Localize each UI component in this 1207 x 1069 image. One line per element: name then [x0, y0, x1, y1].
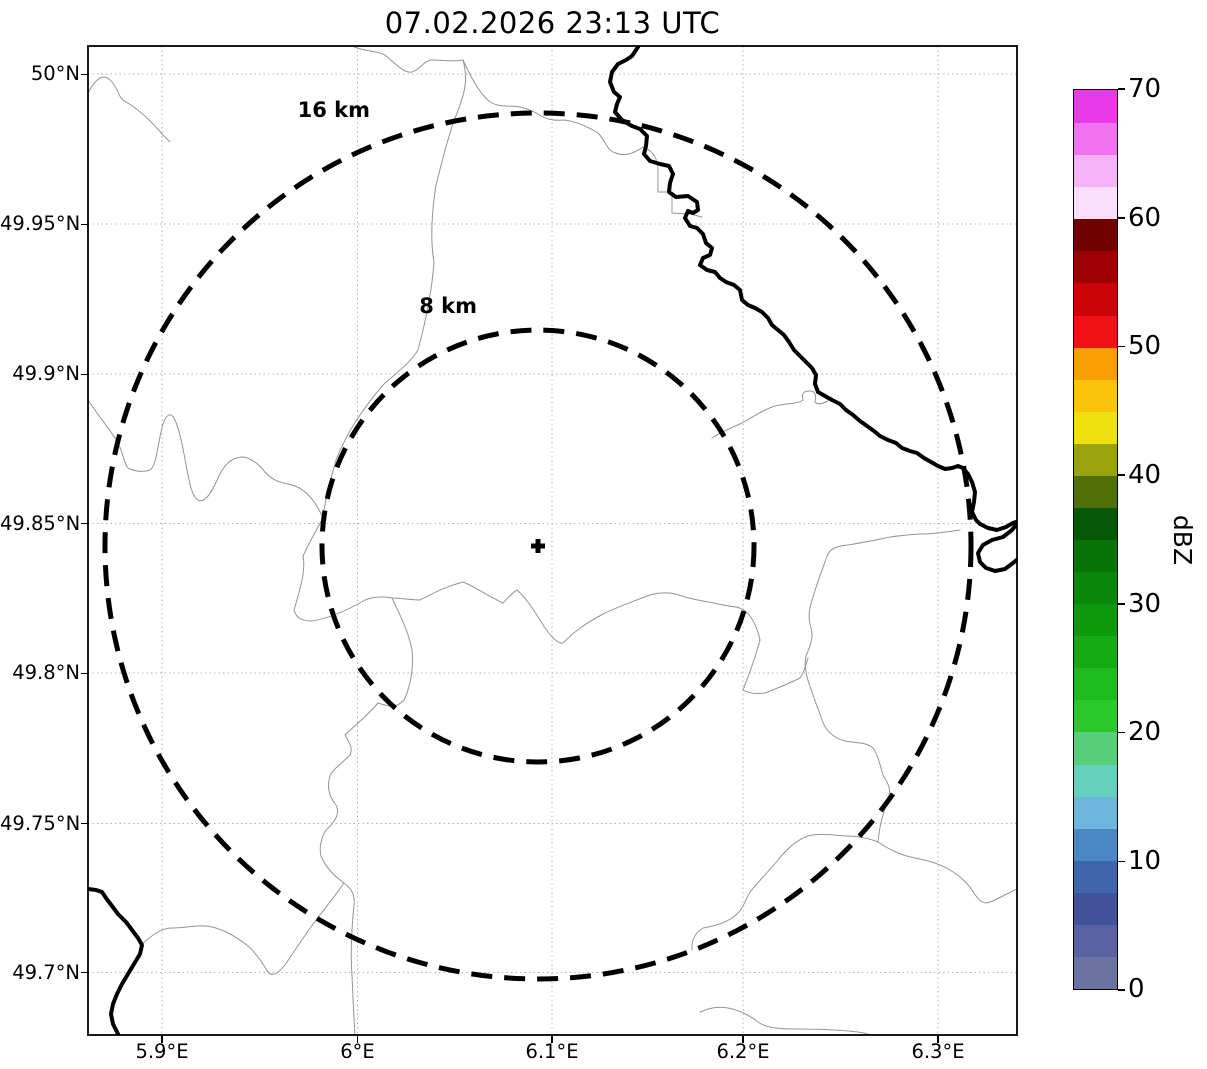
axis-tick	[551, 1036, 553, 1043]
axis-tick	[81, 73, 88, 75]
colorbar-segment	[1074, 411, 1117, 444]
axis-tick	[937, 1036, 939, 1043]
grid-lines	[88, 46, 1017, 1035]
boundary-line	[711, 390, 829, 439]
boundary-line	[141, 882, 345, 975]
colorbar-tick	[1118, 860, 1125, 863]
colorbar-segment	[1074, 218, 1117, 252]
colorbar-segment	[1074, 892, 1117, 925]
range-ring-8km	[319, 327, 757, 765]
lat-tick-label: 49.85°N	[0, 511, 81, 535]
range-ring-16km	[102, 110, 974, 982]
boundary-line	[877, 841, 1017, 904]
boundary-line	[322, 59, 467, 519]
axis-tick	[742, 1036, 744, 1043]
lat-tick-label: 49.8°N	[12, 661, 80, 684]
colorbar-tick-label: 60	[1128, 203, 1162, 233]
boundary-line	[462, 59, 703, 218]
colorbar-segment	[1074, 250, 1117, 284]
colorbar-segment	[1074, 379, 1117, 412]
lon-tick-label: 6.3°E	[911, 1040, 965, 1063]
axis-tick	[161, 1036, 163, 1043]
admin-boundary-lines	[88, 46, 1017, 1035]
boundary-line	[293, 517, 809, 695]
colorbar-segment	[1074, 860, 1117, 893]
boundary-line	[351, 46, 464, 73]
colorbar-segment	[1074, 796, 1117, 829]
colorbar-tick-label: 20	[1128, 717, 1162, 747]
colorbar-tick	[1118, 217, 1125, 219]
lat-tick-label: 50°N	[30, 62, 80, 85]
boundary-line	[88, 399, 324, 519]
colorbar-segment	[1074, 731, 1117, 765]
colorbar-segment	[1074, 186, 1117, 220]
colorbar-segment	[1074, 314, 1117, 348]
colorbar-tick	[1118, 345, 1125, 348]
colorbar-segments	[1074, 90, 1117, 989]
colorbar-tick-label: 40	[1128, 460, 1162, 490]
border-river-lines	[88, 46, 1017, 1035]
colorbar-segment	[1074, 90, 1117, 124]
boundary-line	[319, 597, 413, 1035]
lon-tick-label: 5.9°E	[135, 1040, 189, 1063]
figure-title: 07.02.2026 23:13 UTC	[384, 6, 721, 40]
colorbar-segment	[1074, 122, 1117, 156]
border-river-southwest	[88, 887, 144, 1035]
axis-tick	[81, 523, 88, 525]
axis-tick	[81, 972, 88, 974]
colorbar-tick-label: 50	[1128, 331, 1162, 361]
axis-tick	[356, 1036, 359, 1043]
colorbar-tick-label: 10	[1128, 846, 1162, 876]
colorbar-tick	[1118, 731, 1125, 734]
axis-tick	[81, 223, 88, 225]
lon-tick-label: 6.1°E	[525, 1040, 579, 1063]
lat-tick-label: 49.7°N	[12, 960, 80, 984]
colorbar-unit-label: dBZ	[1168, 514, 1197, 566]
radar-center-marker	[531, 539, 545, 553]
colorbar-tick-label: 70	[1128, 74, 1162, 104]
range-ring-16km-label: 16 km	[298, 98, 370, 122]
colorbar-segment	[1074, 635, 1117, 669]
colorbar-segment	[1074, 571, 1117, 605]
boundary-line	[88, 76, 171, 143]
colorbar-segment	[1074, 539, 1117, 573]
colorbar-segment	[1074, 443, 1117, 476]
lat-tick-label: 49.9°N	[12, 362, 80, 385]
colorbar-segment	[1074, 667, 1117, 701]
axis-tick	[81, 373, 88, 375]
lon-tick-label: 6.2°E	[716, 1040, 770, 1063]
colorbar-segment	[1074, 924, 1117, 957]
colorbar-tick	[1118, 474, 1125, 476]
colorbar-tick-label: 30	[1128, 589, 1162, 619]
colorbar-tick	[1118, 989, 1125, 991]
colorbar-segment	[1074, 507, 1117, 540]
lat-tick-label: 49.95°N	[0, 212, 81, 235]
boundary-line	[691, 833, 879, 951]
colorbar-segment	[1074, 956, 1117, 989]
lat-tick-label: 49.75°N	[0, 811, 81, 835]
plot-border	[87, 45, 1018, 1036]
colorbar-segment	[1074, 475, 1117, 508]
colorbar-segment	[1074, 282, 1117, 316]
colorbar-tick-label: 0	[1128, 974, 1145, 1004]
colorbar	[1073, 89, 1118, 990]
axis-tick	[81, 823, 88, 825]
colorbar-segment	[1074, 154, 1117, 188]
colorbar-segment	[1074, 828, 1117, 861]
colorbar-tick	[1118, 88, 1125, 90]
boundary-line	[699, 1006, 871, 1035]
colorbar-tick	[1118, 603, 1125, 605]
boundary-line	[804, 529, 961, 843]
range-ring-8km-label: 8 km	[419, 294, 477, 318]
colorbar-segment	[1074, 763, 1117, 797]
colorbar-segment	[1074, 603, 1117, 637]
colorbar-segment	[1074, 699, 1117, 733]
lon-tick-label: 6°E	[340, 1040, 375, 1063]
border-river-main	[608, 46, 1017, 532]
border-river-loop	[976, 520, 1017, 573]
colorbar-segment	[1074, 347, 1117, 380]
axis-tick	[81, 672, 88, 674]
